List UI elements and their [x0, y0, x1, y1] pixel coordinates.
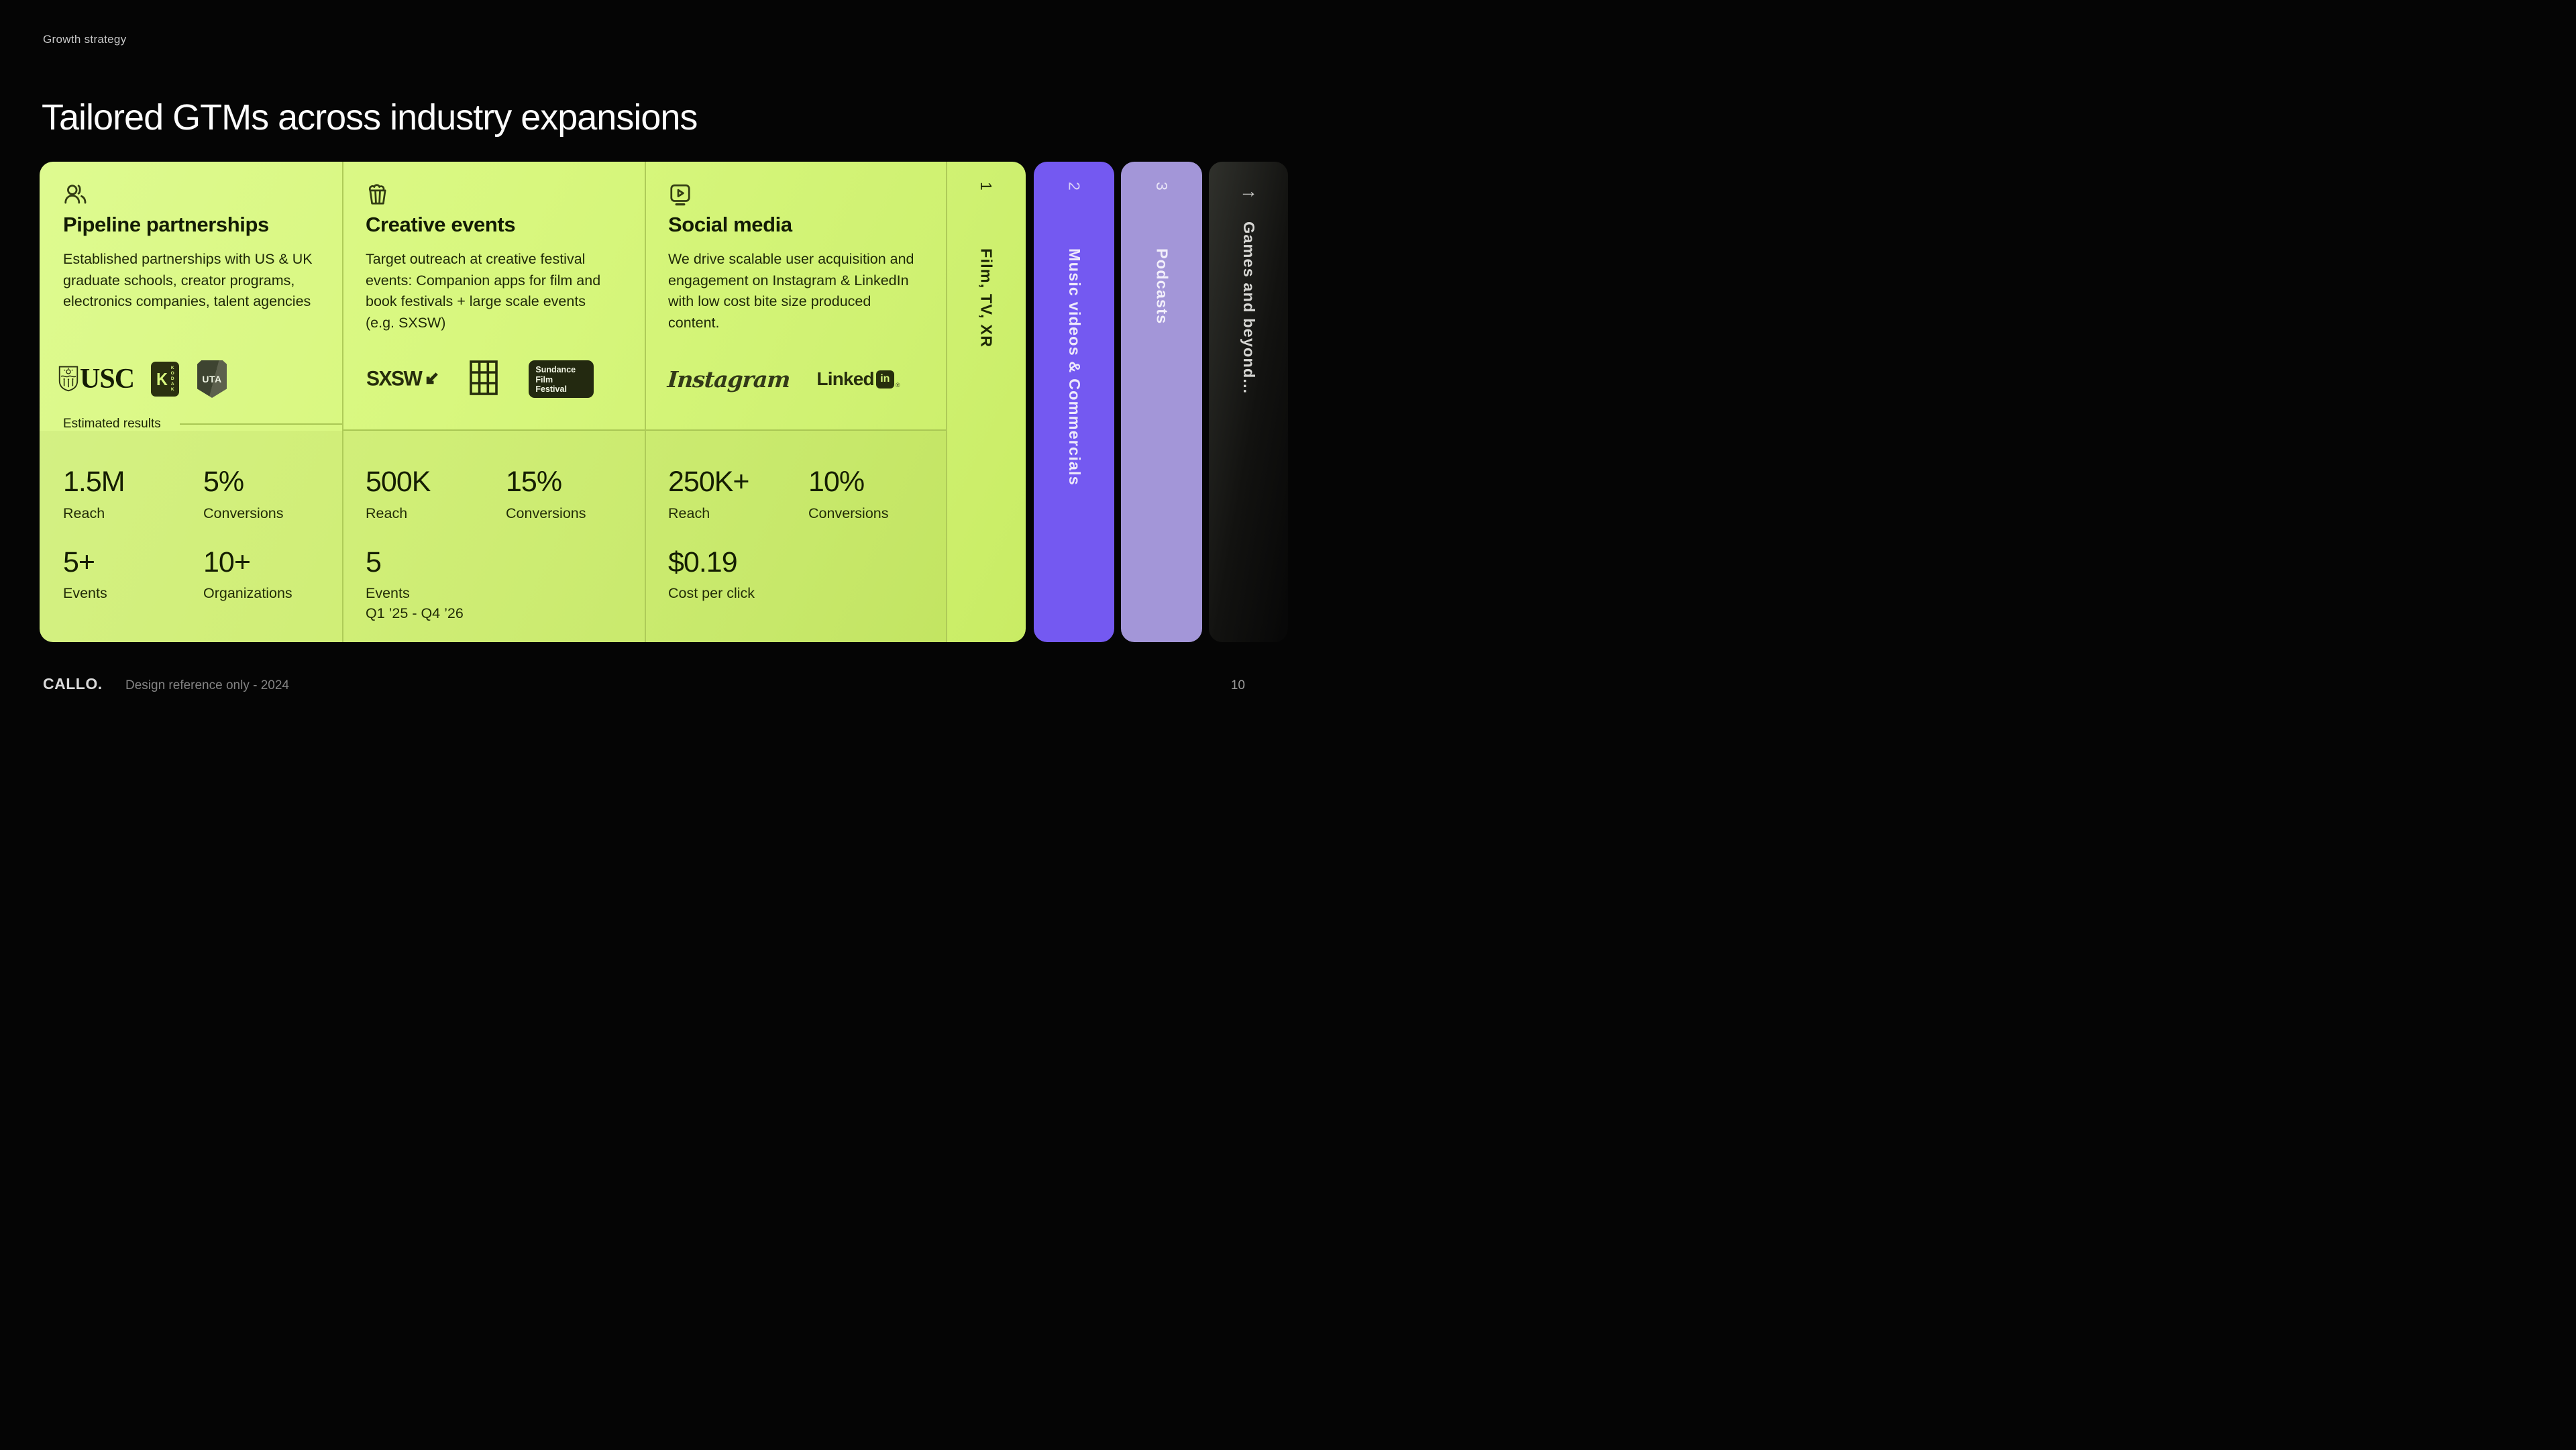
stat: 10+ Organizations	[203, 546, 292, 602]
card-social-media: Social media We drive scalable user acqu…	[645, 162, 946, 642]
card-description: Target outreach at creative festival eve…	[366, 251, 601, 331]
card-stats: 1.5M Reach 5% Conversions 5+ Events 10+ …	[63, 465, 330, 603]
card-creative-events: Creative events Target outreach at creat…	[342, 162, 645, 642]
card-title: Pipeline partnerships	[63, 213, 269, 236]
stat-sublabel: Q1 ’25 - Q4 ’26	[366, 605, 464, 622]
tab-number: 3	[1153, 182, 1171, 191]
tab-number: 2	[1065, 182, 1083, 191]
stat: 1.5M Reach	[63, 466, 125, 521]
stat: 250K+ Reach	[668, 466, 750, 521]
tab-film-tv-xr[interactable]: 1 Film, TV, XR	[946, 162, 1026, 642]
footer-note: Design reference only - 2024	[125, 678, 289, 692]
partner-logos: USC K KODAK UTA	[58, 359, 326, 399]
stat: 10% Conversions	[808, 466, 889, 521]
grid-festival-logo	[470, 360, 498, 399]
stat: 15% Conversions	[506, 466, 586, 521]
card-description: We drive scalable user acquisition and e…	[668, 251, 914, 331]
card-title: Creative events	[366, 213, 516, 236]
stat: 5+ Events	[63, 546, 107, 602]
tab-games-and-beyond[interactable]: → Games and beyond...	[1209, 162, 1288, 642]
tab-label: Podcasts	[1153, 248, 1171, 325]
tab-number: 1	[977, 182, 995, 191]
tab-podcasts[interactable]: 3 Podcasts	[1121, 162, 1202, 642]
tab-music-videos-commercials[interactable]: 2 Music videos & Commercials	[1034, 162, 1114, 642]
kodak-logo: K KODAK	[151, 362, 180, 397]
card-stats: 500K Reach 15% Conversions 5 Events Q1 ’…	[366, 465, 633, 623]
stat: $0.19 Cost per click	[668, 546, 755, 602]
card-stats: 250K+ Reach 10% Conversions $0.19 Cost p…	[668, 465, 934, 603]
tab-label: Music videos & Commercials	[1065, 248, 1083, 486]
users-icon	[63, 183, 322, 207]
page-number: 10	[1230, 678, 1245, 692]
stat: 500K Reach	[366, 466, 431, 521]
tab-label: Games and beyond...	[1240, 221, 1258, 395]
uta-logo: UTA	[197, 360, 227, 398]
social-logos: Instagram Linked in ®	[667, 359, 930, 399]
stat: 5 Events Q1 ’25 - Q4 ’26	[366, 546, 506, 624]
card-title: Social media	[668, 213, 792, 236]
video-play-icon	[668, 183, 926, 207]
linkedin-logo: Linked in ®	[816, 368, 900, 389]
slide-kicker: Growth strategy	[43, 33, 127, 46]
usc-wordmark: USC	[80, 364, 135, 395]
event-logos: SXSW Sundance Film Festival	[366, 359, 629, 399]
estimated-results-label: Estimated results	[63, 417, 161, 431]
brand-logo: CALLO.	[43, 675, 103, 692]
arrow-right-icon: →	[1239, 180, 1258, 201]
tab-label: Film, TV, XR	[977, 248, 996, 348]
usc-logo: USC	[58, 363, 135, 395]
estimated-results-divider: Estimated results	[63, 417, 342, 431]
slide-title: Tailored GTMs across industry expansions	[42, 97, 698, 138]
sundance-logo: Sundance Film Festival	[529, 360, 594, 398]
popcorn-icon	[366, 183, 625, 207]
instagram-logo: Instagram	[666, 366, 791, 393]
strategy-panel: Pipeline partnerships Established partne…	[40, 162, 1026, 642]
sxsw-logo: SXSW	[366, 367, 440, 391]
card-description: Established partnerships with US & UK gr…	[63, 251, 313, 310]
stat: 5% Conversions	[203, 466, 284, 521]
card-pipeline-partnerships: Pipeline partnerships Established partne…	[40, 162, 342, 642]
